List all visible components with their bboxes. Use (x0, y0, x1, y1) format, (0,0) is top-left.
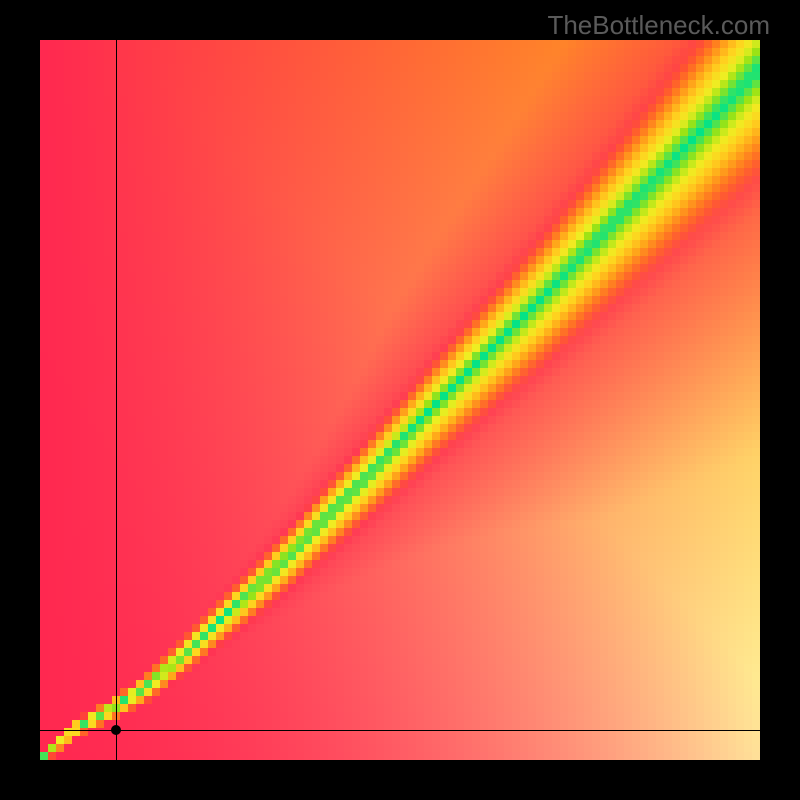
heatmap-canvas (40, 40, 760, 760)
crosshair-vertical (116, 40, 117, 760)
watermark-text: TheBottleneck.com (547, 10, 770, 41)
chart-container: TheBottleneck.com (0, 0, 800, 800)
crosshair-dot (111, 725, 121, 735)
plot-area (40, 40, 760, 760)
crosshair-horizontal (40, 730, 760, 731)
